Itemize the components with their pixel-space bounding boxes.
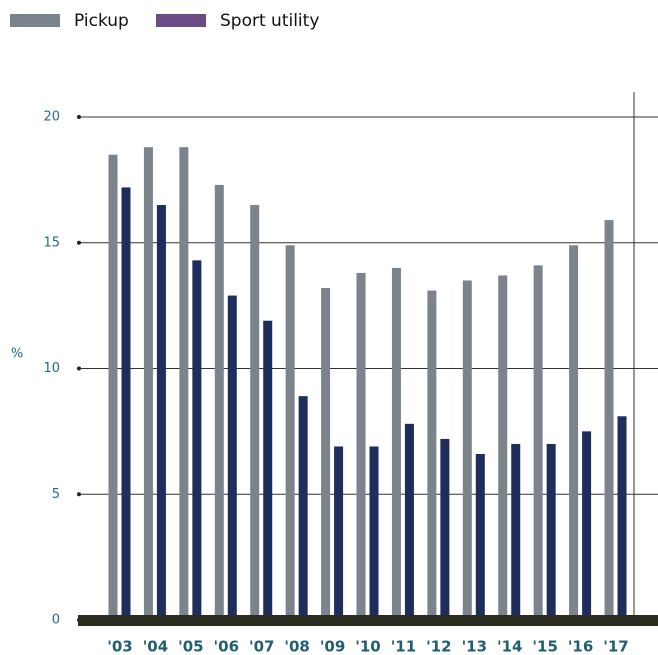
bar [285,245,295,620]
bar [511,443,521,620]
bar [214,184,224,620]
x-tick-label: '13 [462,638,487,655]
x-tick-label: '04 [143,638,168,655]
bar [498,275,508,620]
x-tick-label: '15 [532,638,557,655]
bar [569,245,579,620]
bar [533,265,543,620]
x-tick-label: '17 [603,638,628,655]
x-tick-label: '07 [249,638,274,655]
baseline-band [78,615,658,626]
y-tick-label: 10 [43,361,60,376]
bar [227,295,237,620]
tick-dot [77,240,81,245]
y-tick-label: 0 [52,613,60,628]
bar [617,416,627,620]
tick-dot [77,492,81,497]
bar [179,147,189,620]
bar [391,267,401,620]
bar [334,446,344,620]
bar [427,290,437,620]
x-tick-label: '08 [284,638,309,655]
x-tick-label: '03 [107,638,132,655]
bar [108,154,118,620]
bar [263,320,273,620]
bar [356,272,366,620]
bar [440,438,450,620]
bar [475,454,485,620]
x-tick-label: '14 [497,638,522,655]
x-tick-label: '05 [178,638,203,655]
x-tick-label: '06 [214,638,239,655]
legend-swatch [10,14,60,27]
bar [369,446,379,620]
bar [462,280,472,620]
bar [546,443,556,620]
x-tick-label: '16 [568,638,593,655]
y-axis-label: % [11,347,23,362]
legend-swatch [156,14,206,27]
legend-label: Sport utility [220,11,319,31]
bar [156,205,166,620]
bar [192,260,202,620]
y-tick-label: 5 [52,487,60,502]
bar [121,187,131,621]
bar [404,423,414,620]
bar [321,288,331,620]
y-tick-label: 20 [43,110,60,125]
x-tick-label: '10 [355,638,380,655]
bar [298,396,308,620]
x-tick-label: '12 [426,638,451,655]
y-tick-label: 15 [43,235,60,250]
x-tick-label: '11 [391,638,416,655]
bar [582,431,592,620]
bar [143,147,153,620]
legend-label: Pickup [74,11,129,31]
bar [250,205,260,620]
bar [604,220,614,621]
tick-dot [77,366,81,371]
tick-dot [77,115,81,119]
x-tick-label: '09 [320,638,345,655]
